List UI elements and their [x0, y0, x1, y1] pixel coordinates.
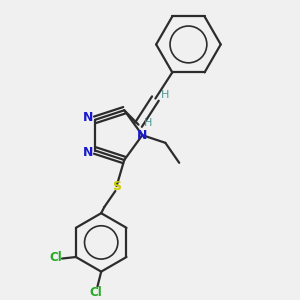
Text: H: H: [161, 91, 170, 100]
Text: N: N: [137, 129, 148, 142]
Text: Cl: Cl: [49, 251, 62, 264]
Text: Cl: Cl: [90, 286, 102, 299]
Text: N: N: [83, 111, 94, 124]
Text: N: N: [83, 146, 94, 159]
Text: S: S: [112, 180, 121, 193]
Text: H: H: [144, 118, 152, 128]
